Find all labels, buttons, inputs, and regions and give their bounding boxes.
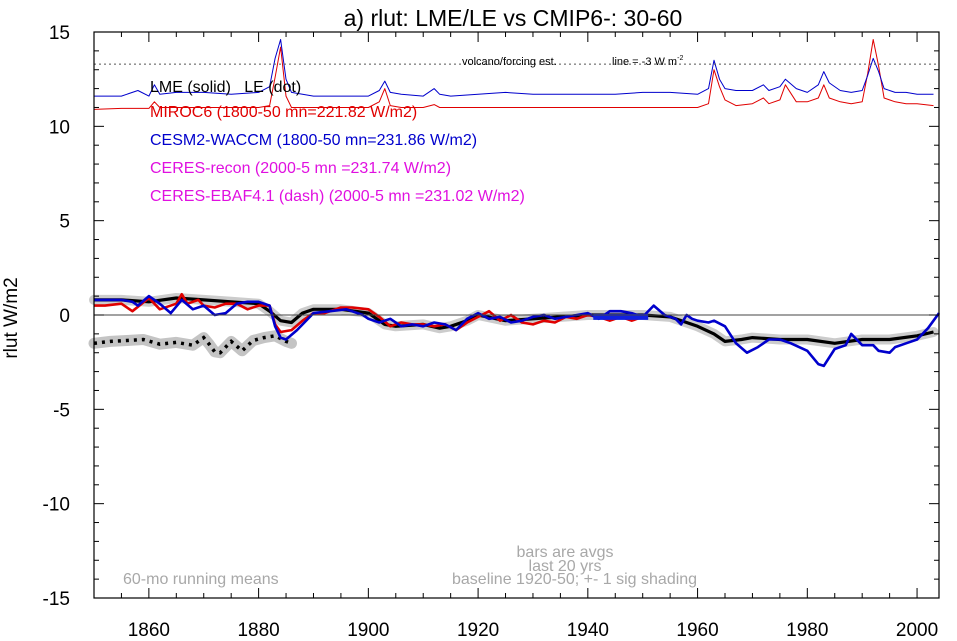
series-miroc6: [94, 292, 644, 334]
series-miroc6-forcing: [93, 39, 934, 110]
y-tick-label: -5: [53, 400, 70, 421]
x-tick-label: 1880: [237, 620, 279, 641]
x-axis: 1860 1880 1900 1920 1940 1960 1980 2000: [93, 32, 938, 641]
x-tick-label: 1860: [128, 620, 170, 641]
legend-lme-le: LME (solid) LE (dot): [150, 79, 301, 96]
series-cesm2-waccm-forcing: [94, 39, 934, 97]
legend-cesm2-waccm: CESM2-WACCM (1800-50 mn=231.86 W/m2): [150, 132, 477, 149]
legend-ceres-ebaf: CERES-EBAF4.1 (dash) (2000-5 mn =231.02 …: [150, 188, 525, 205]
y-axis: -15 -10 -5 0 5 10 15: [43, 23, 939, 610]
x-tick-label: 1960: [676, 620, 718, 641]
series-cesm2-waccm: [94, 294, 941, 368]
forcing-label-left: volcano/forcing est.: [462, 56, 557, 68]
chart-title: a) rlut: LME/LE vs CMIP6-: 30-60: [344, 5, 683, 31]
forcing-label-right: line = -3 W m-2: [612, 55, 683, 68]
annotation-running-means: 60-mo running means: [123, 571, 279, 588]
y-tick-label: -15: [43, 589, 70, 610]
x-tick-label: 2000: [896, 620, 938, 641]
x-tick-label: 1940: [567, 620, 609, 641]
annotation-bars-line1: bars are avgs: [517, 544, 614, 561]
legend-miroc6: MIROC6 (1800-50 mn=221.82 W/m2): [150, 104, 417, 121]
annotation-bars-line2: last 20 yrs: [529, 558, 602, 575]
forcing-label-right-main: line = -3 W m: [612, 56, 677, 68]
y-tick-label: 10: [49, 117, 70, 138]
legend-ceres-recon: CERES-recon (2000-5 mn =231.74 W/m2): [150, 160, 451, 177]
x-tick-label: 1900: [347, 620, 389, 641]
x-tick-label: 1980: [786, 620, 828, 641]
y-axis-label: rlut W/m2: [1, 277, 22, 358]
y-tick-label: 15: [49, 23, 70, 44]
x-tick-label: 1920: [457, 620, 499, 641]
annotation-baseline: baseline 1920-50; +- 1 sig shading: [452, 571, 697, 588]
y-tick-label: 5: [59, 212, 70, 233]
y-tick-label: 0: [59, 306, 70, 327]
y-tick-label: -10: [43, 495, 70, 516]
forcing-label-right-sup: -2: [677, 55, 683, 62]
series-le-dot-shading: [88, 330, 297, 359]
